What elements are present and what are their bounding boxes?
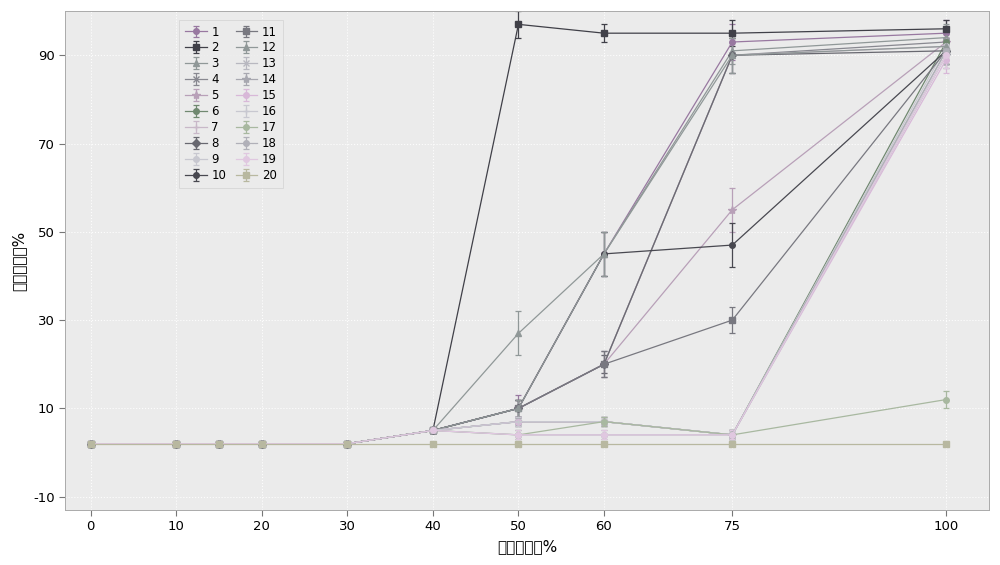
Y-axis label: 累积回收率%: 累积回收率% — [11, 231, 26, 290]
Legend: 1, 2, 3, 4, 5, 6, 7, 8, 9, 10, 11, 12, 13, 14, 15, 16, 17, 18, 19, 20: 1, 2, 3, 4, 5, 6, 7, 8, 9, 10, 11, 12, 1… — [179, 20, 283, 188]
X-axis label: 甲醇的浓度%: 甲醇的浓度% — [497, 539, 557, 554]
